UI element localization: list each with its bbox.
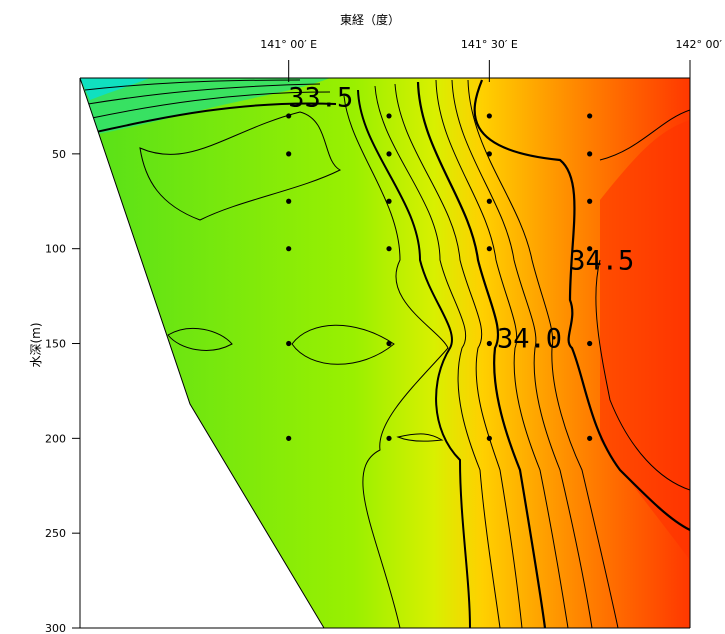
y-tick-label: 150 (45, 338, 66, 351)
contour-line-major (357, 89, 471, 628)
contour-line (291, 324, 395, 365)
contour-line (595, 109, 690, 491)
contour-line (396, 433, 444, 442)
station-point (286, 246, 292, 252)
station-point (486, 435, 492, 441)
contour-lines (84, 79, 690, 628)
y-tick-label: 300 (45, 622, 66, 634)
station-point (486, 246, 492, 252)
station-point (386, 246, 392, 252)
contour-line (167, 327, 233, 351)
contour-label: 34.0 (497, 323, 562, 354)
station-point (386, 113, 392, 119)
station-point (486, 198, 492, 204)
contour-line (87, 83, 321, 105)
station-point (286, 340, 292, 347)
x-tick-label: 141° 00′ E (260, 38, 317, 51)
contour-label: 33.5 (288, 82, 353, 113)
y-tick-label: 50 (52, 148, 66, 161)
y-tick-label: 100 (45, 243, 66, 256)
contour-labels: 33.5 34.5 34.0 (288, 82, 634, 354)
x-tick-label: 141° 30′ E (461, 38, 518, 51)
y-axis-title: 水深(m) (29, 322, 43, 367)
y-tick-label: 250 (45, 527, 66, 540)
station-point (587, 198, 593, 204)
seafloor-edge (79, 77, 325, 629)
core-high-zone (600, 120, 690, 560)
surface-low-zone (80, 78, 330, 134)
station-point (286, 198, 292, 204)
station-point (286, 113, 292, 119)
contour-line (435, 79, 569, 628)
x-axis-title: 東経（度） (340, 12, 400, 27)
surface-cyan-zone (80, 78, 150, 100)
salinity-field (80, 78, 690, 628)
contour-line-major (95, 102, 337, 133)
station-point (386, 198, 392, 204)
contour-label: 34.5 (569, 246, 634, 277)
contour-line (451, 79, 593, 628)
x-tick-label: 142° 00′ (676, 38, 723, 51)
station-point (587, 246, 593, 252)
station-point (386, 435, 392, 441)
contour-line-major (473, 79, 690, 531)
field-base (80, 78, 690, 628)
contour-line (139, 111, 342, 221)
station-point (587, 151, 593, 157)
plot-frame (79, 60, 691, 629)
station-point (486, 151, 492, 157)
contour-line-major (416, 81, 547, 628)
station-point (286, 435, 292, 441)
contour-line (467, 79, 619, 628)
station-point (386, 151, 392, 157)
x-ticks: 141° 00′ E 141° 30′ E 142° 00′ (260, 38, 722, 82)
contour-line (374, 85, 501, 628)
station-point (486, 113, 492, 119)
station-point (587, 113, 593, 119)
station-point (587, 340, 593, 347)
station-point (587, 435, 593, 441)
y-ticks: 50 100 150 200 250 300 (45, 148, 80, 634)
contour-line (394, 83, 523, 628)
station-point (286, 151, 292, 157)
contour-line (343, 95, 449, 628)
contour-line (91, 91, 331, 119)
station-point (486, 340, 492, 347)
contour-line (84, 79, 301, 91)
y-tick-label: 200 (45, 432, 66, 445)
station-points (286, 113, 593, 441)
station-point (386, 340, 392, 347)
